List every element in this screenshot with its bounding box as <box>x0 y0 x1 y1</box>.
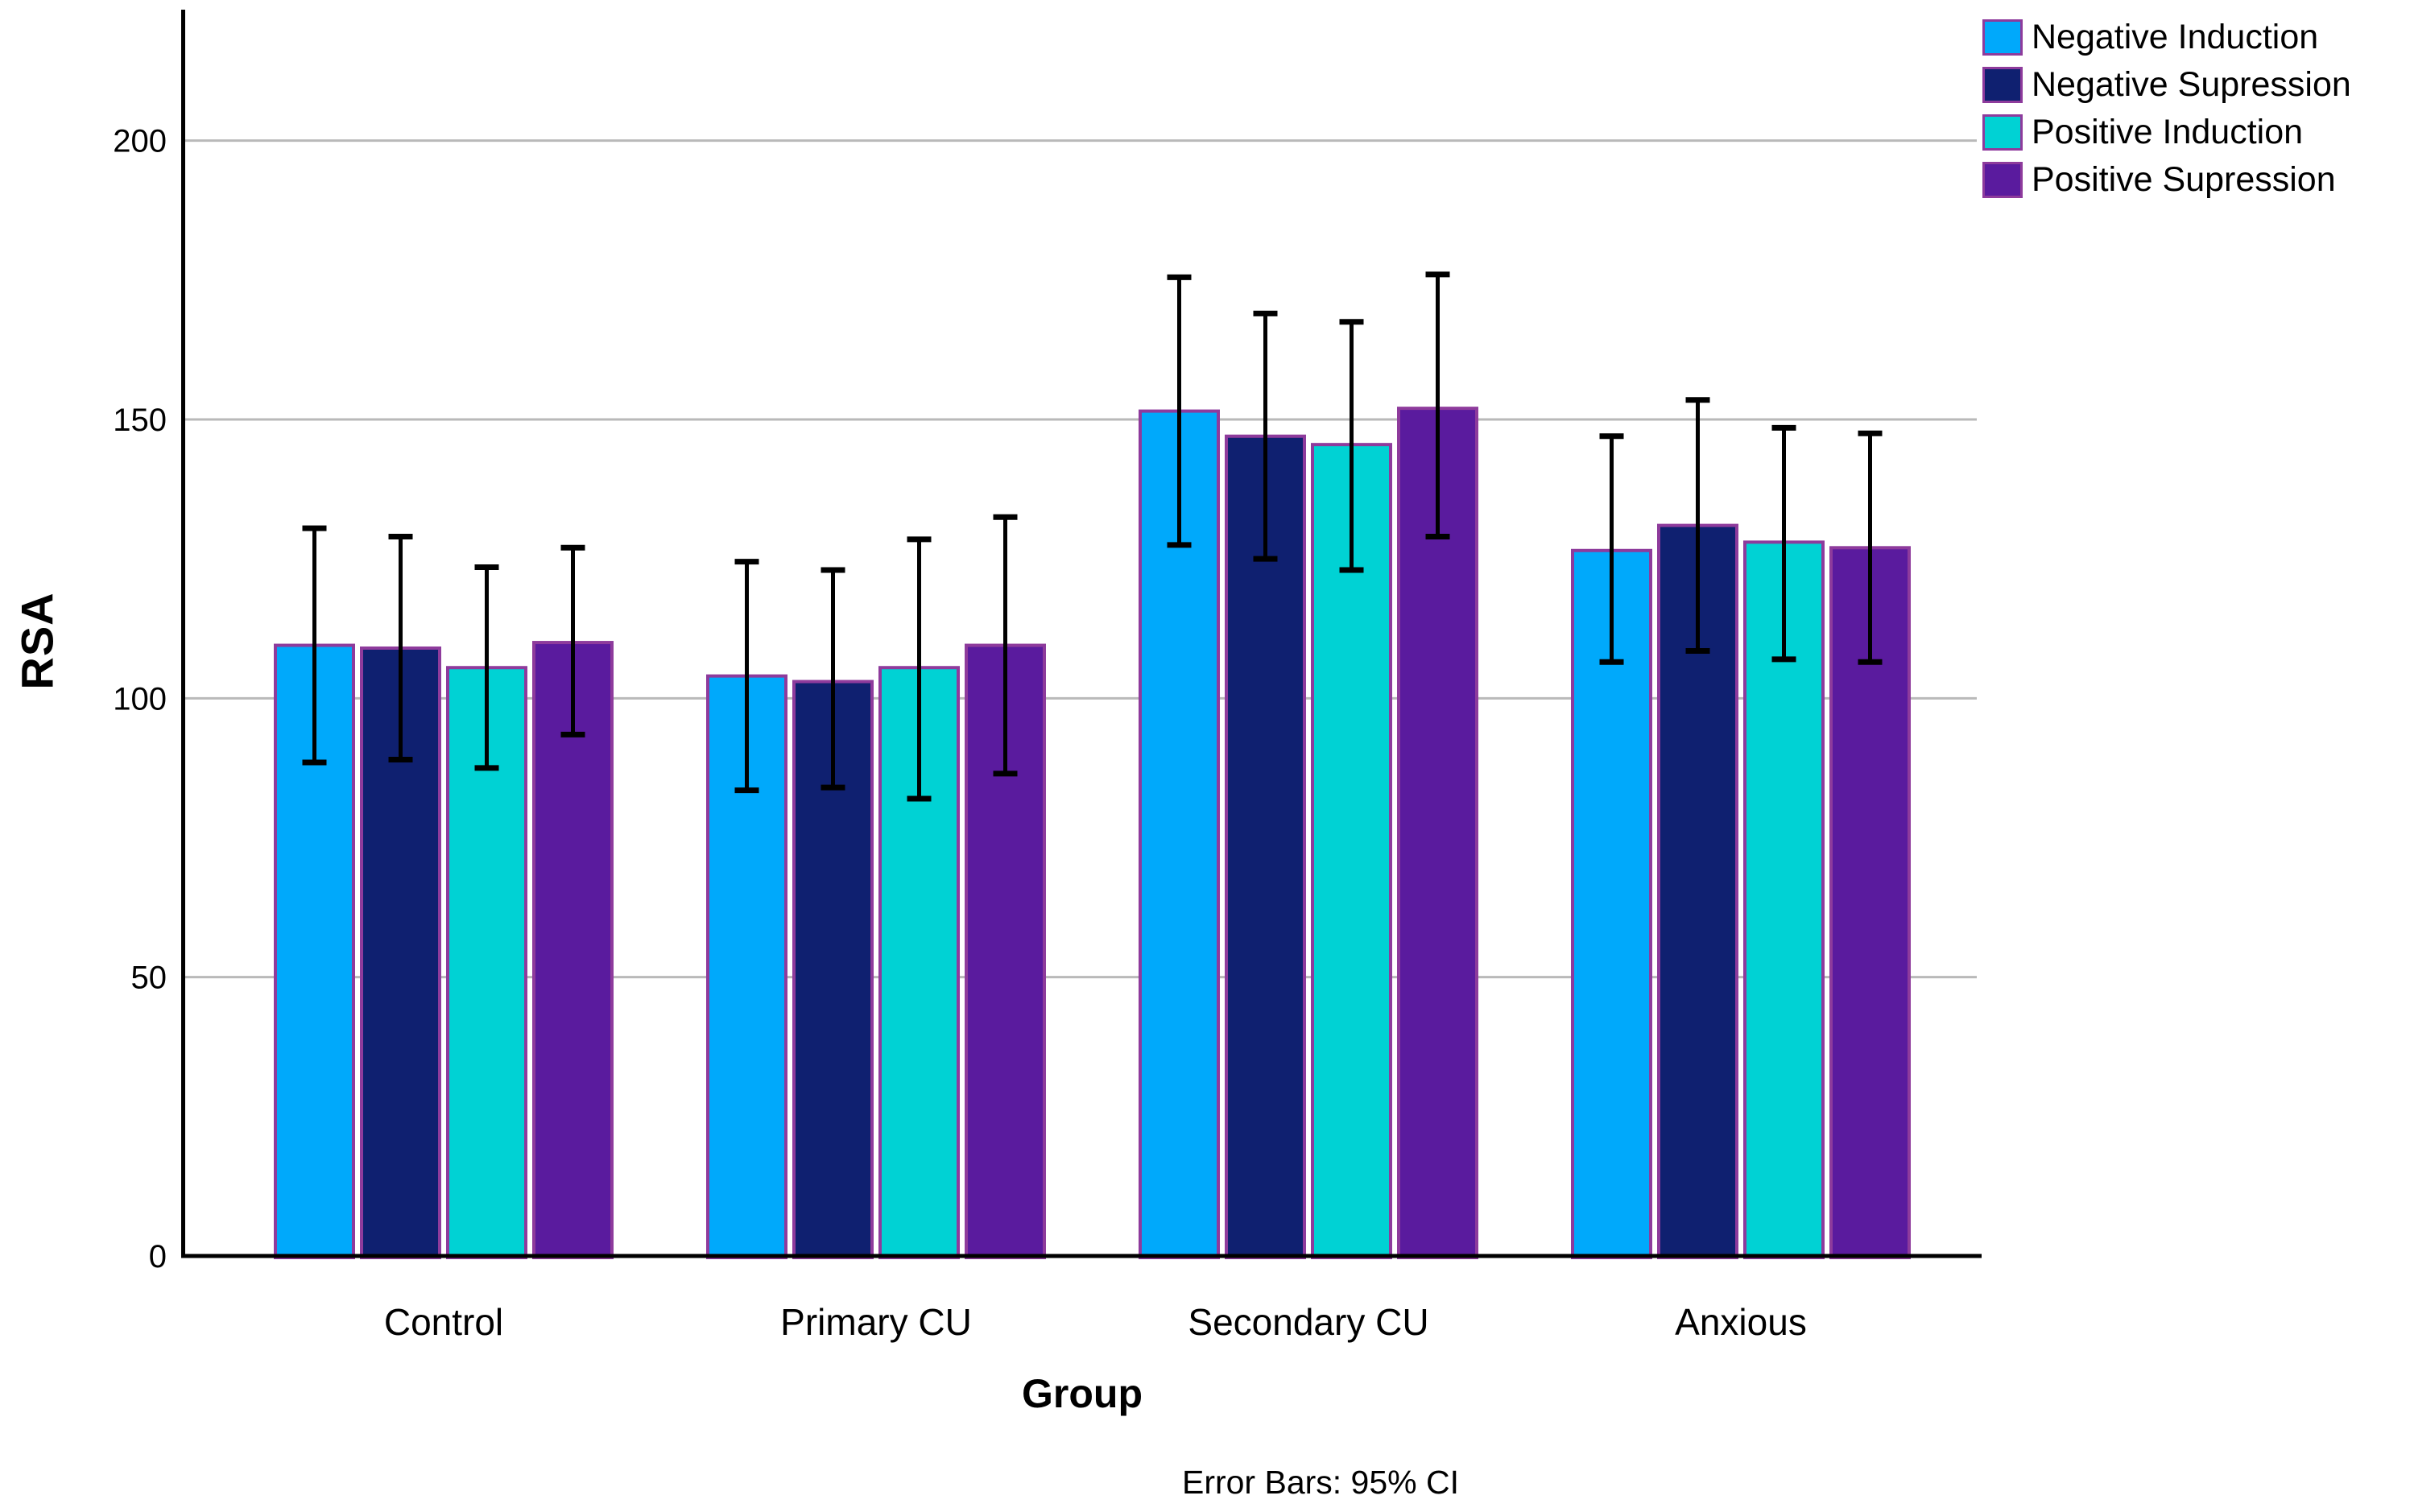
bar-positive-induction-secondary-cu <box>1311 443 1392 1259</box>
bar-negative-induction-secondary-cu <box>1139 409 1220 1259</box>
legend-label: Negative Induction <box>2032 18 2319 56</box>
bar-negative-supression-secondary-cu <box>1225 434 1306 1259</box>
x-category-label-anxious: Anxious <box>1675 1301 1807 1343</box>
y-tick-label-0: 0 <box>149 1239 167 1274</box>
legend: Negative Induction Negative Supression Pos… <box>1982 19 2351 209</box>
legend-item-negative-supression: Negative Supression <box>1982 67 2351 103</box>
y-tick-label-100: 100 <box>113 681 167 717</box>
x-category-label-primary-cu: Primary CU <box>780 1301 972 1343</box>
y-axis-title: RSA <box>11 592 63 690</box>
bar-negative-induction-anxious <box>1571 548 1652 1259</box>
legend-item-positive-supression: Positive Supression <box>1982 162 2351 198</box>
legend-label: Negative Supression <box>2032 65 2351 104</box>
y-tick-label-150: 150 <box>113 403 167 438</box>
y-tick-label-200: 200 <box>113 124 167 159</box>
bar-positive-supression-anxious <box>1829 546 1911 1259</box>
legend-swatch-icon <box>1982 67 2023 103</box>
legend-item-positive-induction: Positive Induction <box>1982 114 2351 151</box>
legend-item-negative-induction: Negative Induction <box>1982 19 2351 56</box>
legend-label: Positive Supression <box>2032 160 2336 199</box>
legend-swatch-icon <box>1982 162 2023 198</box>
x-category-label-secondary-cu: Secondary CU <box>1188 1301 1428 1343</box>
legend-swatch-icon <box>1982 114 2023 151</box>
x-axis-title: Group <box>1022 1371 1143 1416</box>
x-category-label-control: Control <box>384 1301 503 1343</box>
error-bars-footnote: Error Bars: 95% CI <box>1181 1464 1460 1501</box>
legend-swatch-icon <box>1982 19 2023 56</box>
y-tick-label-50: 50 <box>131 960 167 996</box>
legend-label: Positive Induction <box>2032 113 2304 151</box>
